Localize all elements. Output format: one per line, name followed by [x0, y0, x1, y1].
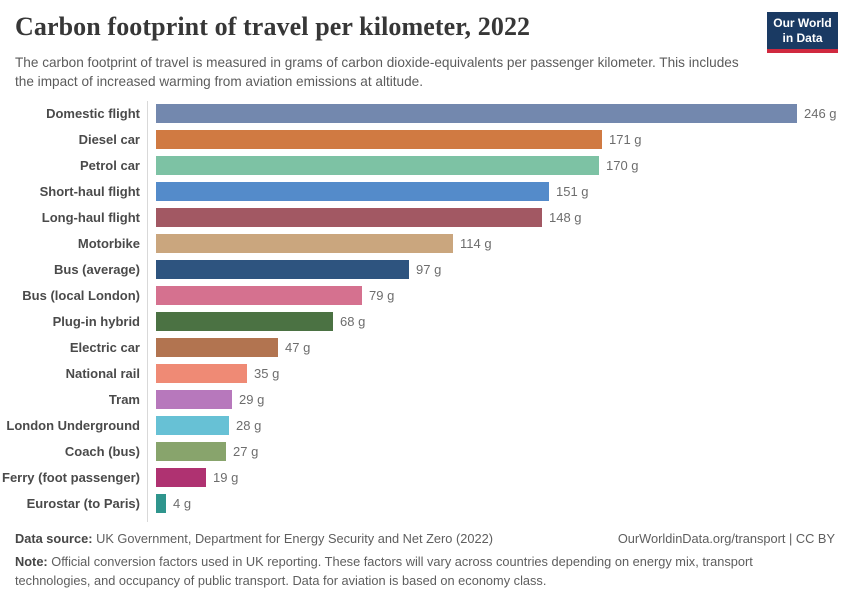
- category-label: Tram: [108, 392, 140, 407]
- bar-value-label: 47 g: [285, 340, 311, 355]
- category-label: Eurostar (to Paris): [26, 496, 140, 511]
- category-label: Bus (local London): [22, 288, 140, 303]
- chart-row: Short-haul flight 151 g: [0, 182, 850, 201]
- category-label: Domestic flight: [46, 106, 140, 121]
- y-axis-line: [147, 101, 148, 522]
- bar-chart: Domestic flight 246 g Diesel car 171 g Petro…: [0, 101, 850, 522]
- category-label: Ferry (foot passenger): [2, 470, 140, 485]
- chart-row: Bus (local London) 79 g: [0, 286, 850, 305]
- bar-value-label: 29 g: [239, 392, 265, 407]
- chart-row: Tram 29 g: [0, 390, 850, 409]
- category-label: Motorbike: [77, 236, 140, 251]
- owid-logo-text: Our World in Data: [767, 12, 838, 49]
- category-label: Bus (average): [54, 262, 140, 277]
- bar[interactable]: [156, 182, 549, 201]
- bar-value-label: 28 g: [236, 418, 262, 433]
- bar[interactable]: [156, 208, 542, 227]
- chart-row: Plug-in hybrid 68 g: [0, 312, 850, 331]
- chart-row: Ferry (foot passenger) 19 g: [0, 468, 850, 487]
- bar[interactable]: [156, 494, 166, 513]
- note-label: Note:: [15, 554, 48, 569]
- chart-row: Eurostar (to Paris) 4 g: [0, 494, 850, 513]
- bar[interactable]: [156, 104, 797, 123]
- bar-value-label: 68 g: [340, 314, 366, 329]
- bar-value-label: 27 g: [233, 444, 259, 459]
- chart-row: London Underground 28 g: [0, 416, 850, 435]
- bar[interactable]: [156, 260, 409, 279]
- chart-row: Motorbike 114 g: [0, 234, 850, 253]
- chart-row: National rail 35 g: [0, 364, 850, 383]
- bar[interactable]: [156, 286, 362, 305]
- bar-value-label: 4 g: [173, 496, 192, 511]
- bar-value-label: 170 g: [606, 158, 639, 173]
- bar[interactable]: [156, 130, 602, 149]
- chart-row: Coach (bus) 27 g: [0, 442, 850, 461]
- category-label: Petrol car: [80, 158, 140, 173]
- chart-row: Bus (average) 97 g: [0, 260, 850, 279]
- bar[interactable]: [156, 234, 453, 253]
- category-label: Short-haul flight: [39, 184, 140, 199]
- category-label: London Underground: [6, 418, 140, 433]
- category-label: Plug-in hybrid: [52, 314, 140, 329]
- category-label: Electric car: [69, 340, 140, 355]
- chart-row: Electric car 47 g: [0, 338, 850, 357]
- bar-value-label: 171 g: [609, 132, 642, 147]
- bar-value-label: 246 g: [804, 106, 837, 121]
- bar-value-label: 97 g: [416, 262, 442, 277]
- data-source-label: Data source:: [15, 531, 93, 546]
- chart-subtitle: The carbon footprint of travel is measur…: [15, 55, 739, 90]
- note-text: Note: Official conversion factors used i…: [15, 553, 770, 591]
- bar[interactable]: [156, 364, 247, 383]
- category-label: National rail: [65, 366, 140, 381]
- bar[interactable]: [156, 390, 232, 409]
- chart-footer: Data source: UK Government, Department f…: [15, 531, 835, 591]
- bar-value-label: 19 g: [213, 470, 239, 485]
- owid-logo-line-2: in Data: [782, 31, 823, 45]
- bar-value-label: 79 g: [369, 288, 395, 303]
- data-source-line: Data source: UK Government, Department f…: [15, 531, 835, 546]
- chart-row: Long-haul flight 148 g: [0, 208, 850, 227]
- note-value: Official conversion factors used in UK r…: [15, 554, 753, 588]
- owid-logo-line-1: Our World: [773, 16, 832, 30]
- data-source-text: Data source: UK Government, Department f…: [15, 531, 493, 546]
- bar[interactable]: [156, 416, 229, 435]
- bar[interactable]: [156, 312, 333, 331]
- owid-logo[interactable]: Our World in Data: [767, 12, 838, 53]
- credit-link[interactable]: OurWorldinData.org/transport | CC BY: [617, 531, 835, 546]
- chart-row: Diesel car 171 g: [0, 130, 850, 149]
- bar-value-label: 114 g: [460, 236, 492, 251]
- chart-row: Petrol car 170 g: [0, 156, 850, 175]
- category-label: Diesel car: [78, 132, 140, 147]
- page-title: Carbon footprint of travel per kilometer…: [15, 12, 531, 41]
- bar-value-label: 148 g: [549, 210, 582, 225]
- bar[interactable]: [156, 338, 278, 357]
- bar-value-label: 151 g: [556, 184, 589, 199]
- category-label: Coach (bus): [64, 444, 140, 459]
- bar-value-label: 35 g: [254, 366, 280, 381]
- bar[interactable]: [156, 156, 599, 175]
- chart-row: Domestic flight 246 g: [0, 104, 850, 123]
- bar[interactable]: [156, 468, 206, 487]
- bar[interactable]: [156, 442, 226, 461]
- category-label: Long-haul flight: [41, 210, 140, 225]
- owid-logo-red-stripe: [767, 49, 838, 53]
- data-source-value: UK Government, Department for Energy Sec…: [92, 531, 493, 546]
